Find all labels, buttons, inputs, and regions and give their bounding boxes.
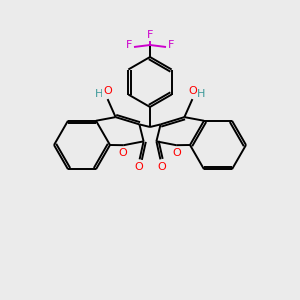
Text: O: O <box>134 162 143 172</box>
Text: F: F <box>126 40 132 50</box>
Text: O: O <box>118 148 127 158</box>
Text: H: H <box>197 89 206 99</box>
Text: F: F <box>168 40 174 50</box>
Text: O: O <box>157 162 166 172</box>
Text: H: H <box>94 89 103 99</box>
Text: O: O <box>188 86 197 96</box>
Text: F: F <box>147 30 153 40</box>
Text: O: O <box>103 86 112 96</box>
Text: O: O <box>173 148 182 158</box>
